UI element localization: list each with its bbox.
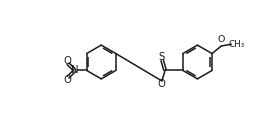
Text: N: N <box>71 65 79 75</box>
Text: S: S <box>158 52 165 62</box>
Text: O: O <box>218 35 225 44</box>
Text: O: O <box>157 79 165 89</box>
Text: CH₃: CH₃ <box>229 40 245 49</box>
Text: O: O <box>63 75 71 85</box>
Text: O: O <box>63 56 71 66</box>
